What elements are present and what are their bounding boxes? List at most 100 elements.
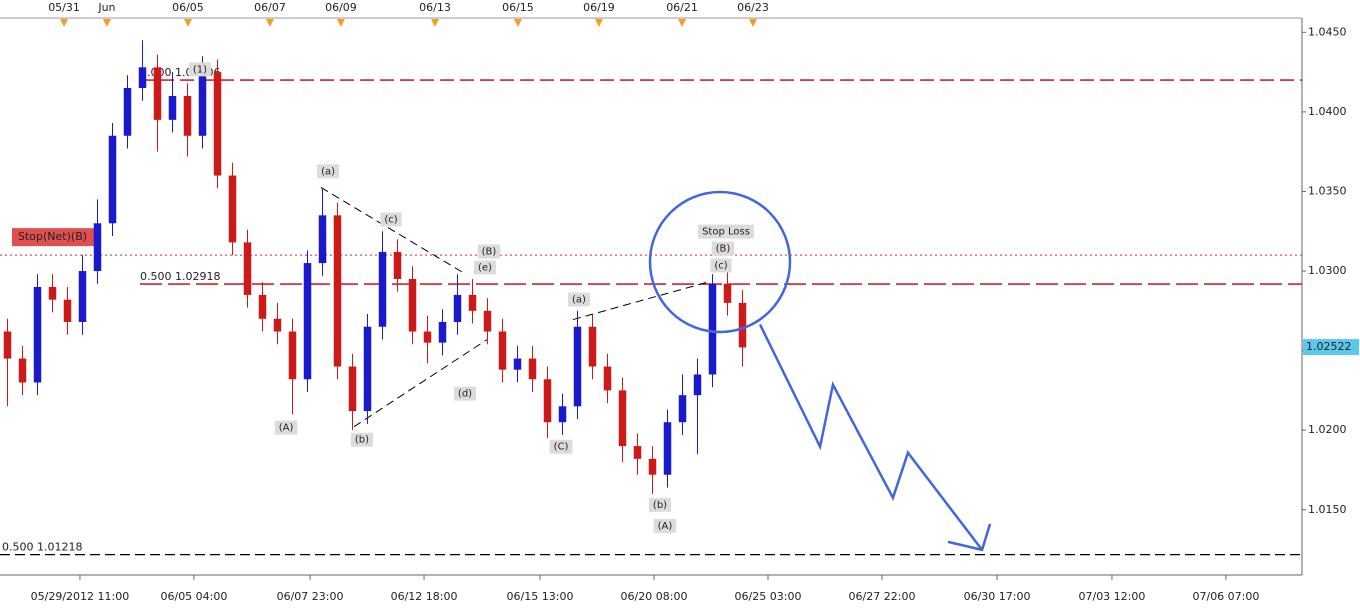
top-tick-label: 06/05 <box>172 1 204 14</box>
candle-body <box>678 395 687 423</box>
top-tick-marker <box>513 19 522 27</box>
projection-arrowhead <box>947 523 992 552</box>
candle-body <box>153 67 162 120</box>
x-tick-label: 07/03 12:00 <box>1078 590 1145 603</box>
candle-body <box>543 379 552 423</box>
annotation: (A) <box>279 423 294 434</box>
candle-body <box>483 310 492 332</box>
top-tick-label: 06/07 <box>254 1 286 14</box>
candle-body <box>78 271 87 322</box>
candle-body <box>288 331 297 380</box>
candle-body <box>333 215 342 367</box>
annotation: (1) <box>193 64 207 75</box>
annotation-box <box>653 518 677 533</box>
annotation: (b) <box>355 435 369 446</box>
annotation: (c) <box>384 214 397 225</box>
x-tick-label: 06/15 13:00 <box>507 590 574 603</box>
trendline <box>572 281 711 321</box>
x-tick-label: 06/25 03:00 <box>735 590 802 603</box>
x-tick-label: 06/30 17:00 <box>964 590 1031 603</box>
top-tick-marker <box>678 19 687 27</box>
stop-label: Stop(Net)(B) <box>18 230 87 243</box>
candle-body <box>18 358 27 383</box>
top-tick-marker <box>183 19 192 27</box>
annotation: (B) <box>716 244 731 255</box>
stop-label-box <box>12 228 96 247</box>
candle-body <box>513 358 522 370</box>
top-tick-label: 06/23 <box>737 1 769 14</box>
annotation-box <box>549 439 573 454</box>
candle-body <box>183 95 192 136</box>
top-tick-label: 06/21 <box>666 1 698 14</box>
top-tick-label: 06/19 <box>583 1 615 14</box>
top-tick-marker <box>749 19 757 27</box>
candle-body <box>108 135 117 224</box>
candle-body <box>318 215 327 264</box>
annotation-box <box>350 432 374 447</box>
candle-body <box>618 390 627 447</box>
candle-body <box>588 326 597 367</box>
annotation-box <box>317 164 340 179</box>
annotation: (e) <box>478 263 492 274</box>
candle-body <box>228 175 237 243</box>
candle-body <box>468 294 477 311</box>
level-label: 0.500 1.02918 <box>140 270 220 283</box>
annotation-box <box>380 212 402 227</box>
candle-body <box>408 278 417 332</box>
candle-body <box>258 294 267 319</box>
candle-body <box>558 406 567 423</box>
x-tick-label: 06/07 23:00 <box>277 590 344 603</box>
candle-body <box>138 67 147 89</box>
top-tick-marker <box>102 19 111 27</box>
annotation-box <box>473 260 496 275</box>
top-tick-label: 06/15 <box>502 1 534 14</box>
x-tick-label: 06/20 08:00 <box>621 590 688 603</box>
annotation: (A) <box>658 521 673 532</box>
top-tick-marker <box>60 19 69 27</box>
candle-body <box>378 251 387 327</box>
candle-body <box>3 331 12 359</box>
x-tick-label: 05/29/2012 11:00 <box>31 590 130 603</box>
y-tick-label: 1.0450 <box>1308 25 1347 38</box>
candle-body <box>573 326 582 407</box>
candle-body <box>198 72 207 136</box>
x-tick-label: 06/12 18:00 <box>391 590 458 603</box>
candle-body <box>603 366 612 391</box>
annotation: (c) <box>714 260 727 271</box>
annotation-box <box>648 497 672 512</box>
annotation: (a) <box>572 295 586 306</box>
candle-body <box>243 242 252 295</box>
top-tick-label: 06/09 <box>325 1 357 14</box>
y-tick-label: 1.0400 <box>1308 105 1347 118</box>
annotation-box <box>568 292 590 307</box>
annotation-box <box>453 386 477 401</box>
candle-body <box>453 294 462 322</box>
last-price-label: 1.02522 <box>1306 340 1352 353</box>
annotation: (b) <box>653 500 667 511</box>
candle-body <box>363 326 372 412</box>
candle-body <box>213 72 222 176</box>
projection-path <box>758 323 984 551</box>
x-tick-label: 06/27 22:00 <box>849 590 916 603</box>
annotation-box <box>711 241 735 256</box>
top-tick-marker <box>266 19 274 27</box>
candle-body <box>348 366 357 412</box>
candle-body <box>168 95 177 120</box>
annotation-box <box>274 420 298 435</box>
annotation-box <box>698 224 754 239</box>
top-tick-marker <box>594 19 603 27</box>
annotation-box <box>477 244 501 259</box>
candle-body <box>33 286 42 383</box>
candle-body <box>423 331 432 343</box>
candle-body <box>708 283 717 375</box>
annotation-box <box>710 258 732 273</box>
candle-body <box>63 299 72 322</box>
candle-body <box>498 331 507 370</box>
top-tick-label: 05/31 <box>48 1 80 14</box>
x-tick-label: 07/06 07:00 <box>1192 590 1259 603</box>
candle-body <box>723 283 732 303</box>
top-tick-marker <box>336 19 345 27</box>
top-tick-marker <box>431 19 439 27</box>
